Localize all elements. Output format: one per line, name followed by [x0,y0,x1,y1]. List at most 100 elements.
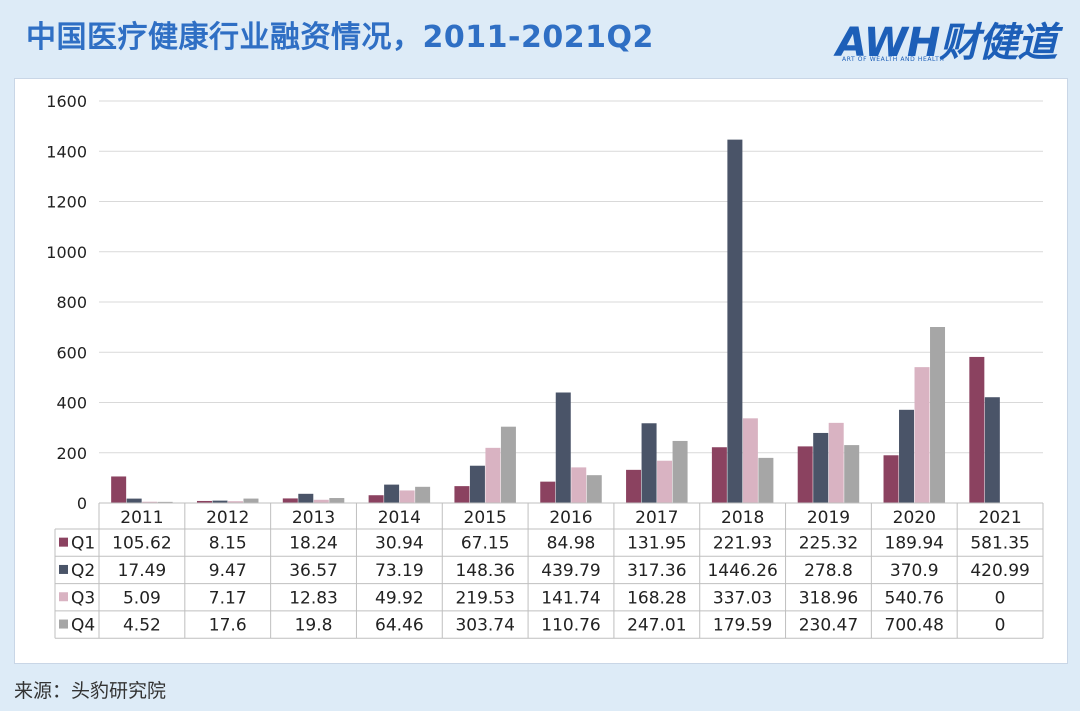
bar-q1-2019 [797,446,813,503]
bar-q2-2013 [298,493,314,503]
data-label: 370.9 [890,561,939,581]
data-label: 0 [995,588,1006,608]
bar-q4-2016 [586,475,602,503]
logo-subtitle: ART OF WEALTH AND HEALTH [842,56,945,63]
data-label: 540.76 [885,588,944,608]
data-label: 4.52 [123,616,161,636]
bar-q2-2015 [469,465,485,503]
data-label: 189.94 [885,534,944,554]
data-label: 168.28 [627,588,686,608]
bar-q1-2018 [711,447,727,503]
bar-q1-2012 [196,500,212,503]
bar-q3-2016 [571,467,587,503]
data-label: 1446.26 [707,561,777,581]
legend-label-q4: Q4 [71,616,95,636]
data-label: 581.35 [970,534,1029,554]
bar-q2-2018 [727,139,743,503]
data-label: 247.01 [627,616,686,636]
bar-q2-2016 [555,392,571,503]
bar-q2-2021 [984,397,1000,503]
bar-q4-2017 [672,440,688,503]
data-label: 5.09 [123,588,161,608]
bar-q3-2019 [828,422,844,503]
data-label: 64.46 [375,616,424,636]
source-note: 来源：头豹研究院 [14,680,167,702]
data-label: 221.93 [713,534,772,554]
bar-q2-2014 [384,484,400,503]
data-label: 303.74 [455,616,514,636]
x-tick-label: 2017 [635,508,678,528]
bar-q2-2020 [899,409,915,503]
y-tick-label: 400 [56,394,87,413]
bar-q4-2014 [415,486,431,503]
y-tick-label: 600 [56,343,87,362]
x-tick-label: 2016 [549,508,592,528]
data-label: 105.62 [112,534,171,554]
data-label: 317.36 [627,561,686,581]
legend-swatch-q3 [59,592,68,602]
x-tick-label: 2012 [206,508,249,528]
bar-q2-2017 [641,423,657,503]
data-label: 337.03 [713,588,772,608]
bar-q3-2011 [142,501,158,503]
bar-q3-2013 [313,499,329,503]
bar-q3-2020 [914,367,930,503]
brand-logo: AWH财健道 ART OF WEALTH AND HEALTH [836,10,1066,72]
data-label: 439.79 [541,561,600,581]
x-tick-label: 2021 [978,508,1021,528]
bar-q4-2011 [157,501,173,503]
data-label: 110.76 [541,616,600,636]
data-label: 49.92 [375,588,424,608]
bar-q3-2014 [399,490,415,503]
data-label: 700.48 [885,616,944,636]
data-label: 9.47 [209,561,247,581]
y-tick-label: 1200 [46,193,87,212]
legend-swatch-q1 [59,537,68,547]
x-tick-label: 2011 [120,508,163,528]
data-label: 73.19 [375,561,424,581]
x-tick-label: 2014 [378,508,421,528]
legend-label-q3: Q3 [71,588,95,608]
data-label: 225.32 [799,534,858,554]
data-label: 19.8 [295,616,333,636]
data-label: 230.47 [799,616,858,636]
data-label: 67.15 [461,534,510,554]
y-tick-label: 0 [77,494,87,513]
data-label: 318.96 [799,588,858,608]
bar-q1-2011 [111,476,127,503]
legend-label-q2: Q2 [71,561,95,581]
bar-q4-2012 [243,498,259,503]
bar-chart: 0 200 400 600 800 1000 1200 1400 1600 2011 2012 201… [46,92,1044,639]
chart-panel: 0 200 400 600 800 1000 1200 1400 1600 2011 2012 201… [14,78,1068,664]
bar-q2-2019 [813,432,829,503]
x-tick-label: 2019 [807,508,850,528]
x-tick-label: 2015 [464,508,507,528]
y-tick-label: 1000 [46,243,87,262]
x-tick-label: 2018 [721,508,764,528]
logo-text: AWH财健道 [836,20,1057,66]
bar-q4-2020 [930,327,946,503]
data-label: 36.57 [289,561,338,581]
bar-q3-2017 [657,460,673,503]
data-label: 17.6 [209,616,247,636]
bar-q1-2021 [969,356,985,503]
bar-q4-2015 [500,426,516,503]
legend-label-q1: Q1 [71,534,95,554]
y-tick-label: 1600 [46,92,87,111]
bar-q2-2011 [126,498,142,503]
legend-swatch-q2 [59,564,68,574]
x-tick-label: 2013 [292,508,335,528]
x-tick-label: 2020 [893,508,936,528]
bar-q1-2013 [282,498,298,503]
bar-q1-2020 [883,455,899,503]
y-tick-label: 200 [56,444,87,463]
data-label: 7.17 [209,588,247,608]
data-label: 141.74 [541,588,600,608]
bar-q4-2019 [844,445,860,503]
legend-swatch-q4 [59,619,68,629]
bar-q1-2016 [540,481,556,503]
data-label: 131.95 [627,534,686,554]
bar-q3-2012 [227,501,243,503]
bar-q3-2018 [742,418,758,503]
data-label: 179.59 [713,616,772,636]
